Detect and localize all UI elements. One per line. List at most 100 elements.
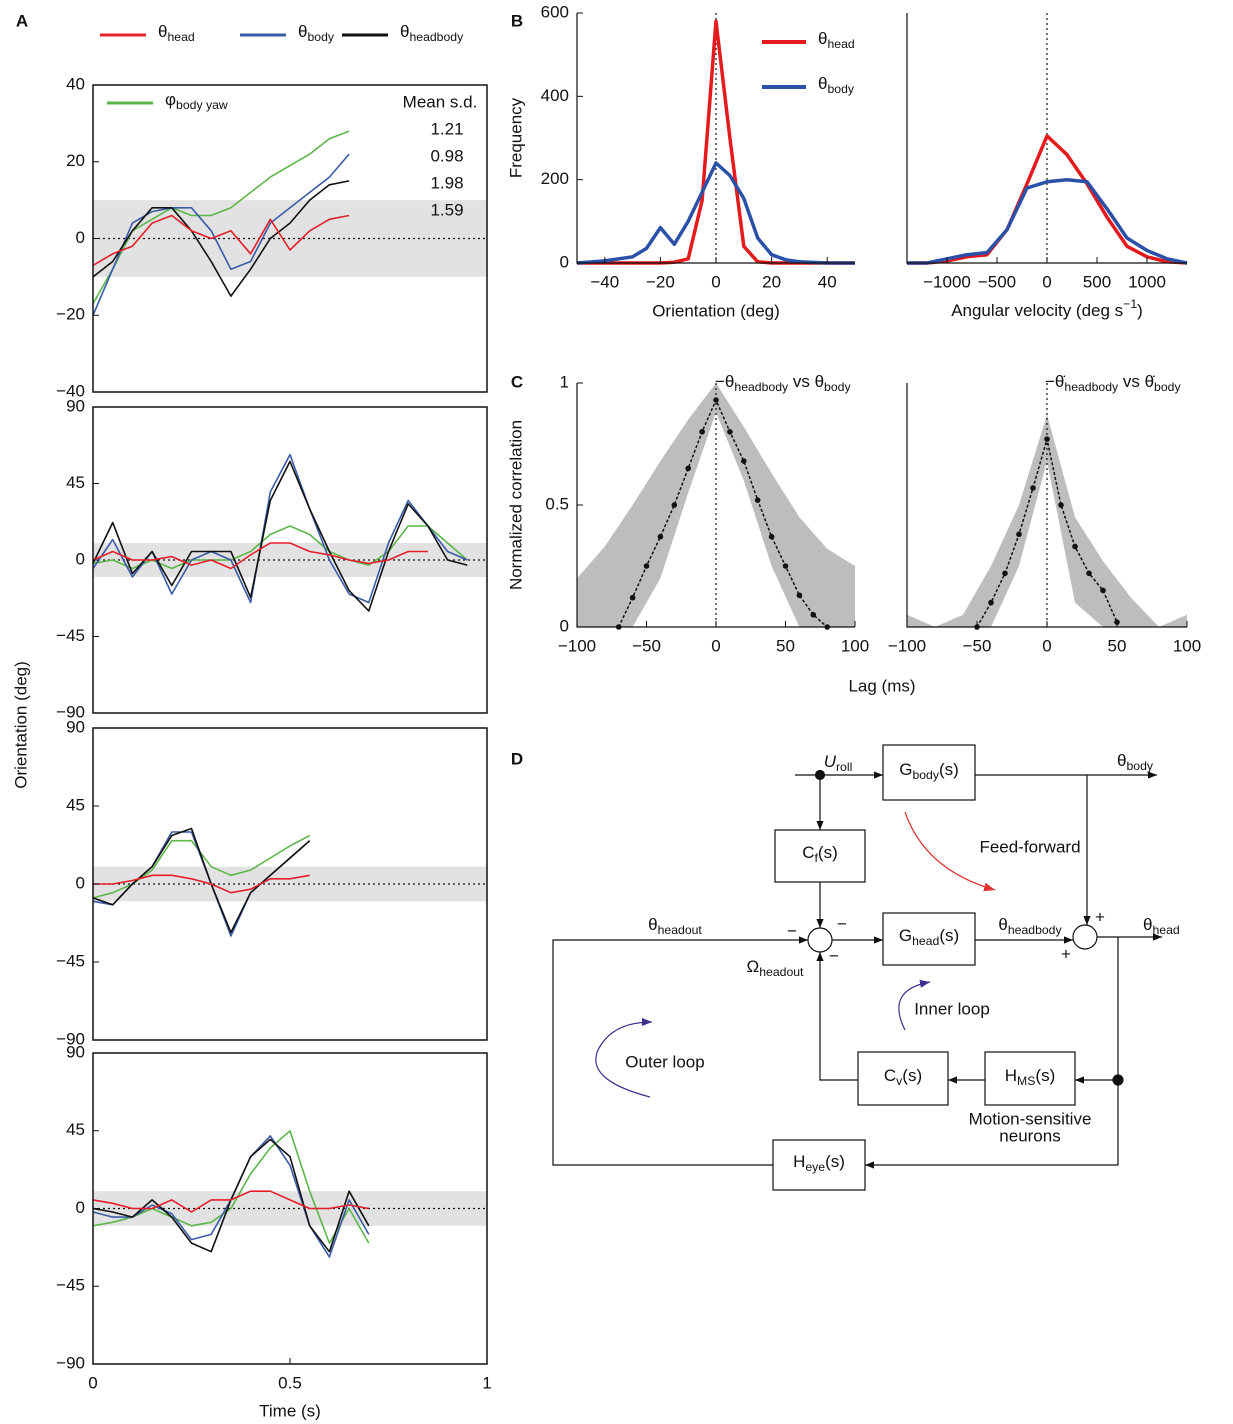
x-tick-label: 1 bbox=[482, 1373, 491, 1392]
chart-panel: −90 −45 0 45 90 0 0.5 1 Time (s) bbox=[56, 1042, 492, 1420]
y-tick-label: 0 bbox=[76, 228, 85, 247]
mean-point bbox=[643, 563, 650, 569]
chart-panel: −90 −45 0 45 90 bbox=[56, 396, 488, 721]
text-part: MS bbox=[1017, 1074, 1035, 1088]
x-axis-label: Angular velocity (deg s−1) bbox=[951, 297, 1143, 320]
mean-point bbox=[1086, 570, 1092, 577]
diagram-wiring bbox=[552, 744, 1162, 1191]
series-line bbox=[907, 177, 1188, 265]
outer-loop-label: Outer loop bbox=[625, 1052, 704, 1071]
text-part: θ bbox=[1117, 751, 1126, 770]
text-part: (s) bbox=[825, 1152, 845, 1171]
text-part: (s) bbox=[939, 760, 959, 779]
y-tick-label: 0 bbox=[76, 1198, 85, 1217]
text-part: H bbox=[793, 1152, 805, 1171]
y-tick-label: 40 bbox=[66, 74, 85, 93]
mean-point bbox=[741, 458, 747, 464]
series-line bbox=[576, 161, 855, 265]
legend-label-subscript: body yaw bbox=[176, 98, 228, 112]
mean-point bbox=[657, 533, 664, 540]
text-part: (s) bbox=[1035, 1066, 1055, 1085]
text-part: f bbox=[815, 851, 819, 865]
x-tick-label: −50 bbox=[632, 636, 661, 655]
x-tick-label: −20 bbox=[646, 272, 675, 291]
mean-point bbox=[754, 497, 761, 503]
series-line bbox=[92, 453, 468, 604]
inner-loop-label: Inner loop bbox=[914, 999, 990, 1018]
x-tick-label: 0 bbox=[1042, 636, 1051, 655]
block-label: HMS(s) bbox=[1005, 1066, 1055, 1088]
series-line bbox=[92, 130, 350, 305]
series-line bbox=[92, 180, 350, 297]
x-tick-label: 0 bbox=[711, 272, 720, 291]
legend-label: θbody bbox=[298, 22, 335, 44]
x-tick-label: 1000 bbox=[1128, 272, 1166, 291]
chart-panel: 40 20 0 −20 −40 Orientation (deg) Mean s.d. 1.2… bbox=[11, 74, 488, 789]
text-part: body bbox=[824, 380, 851, 394]
signal-label: Uroll bbox=[824, 752, 853, 774]
y-tick-label: 45 bbox=[66, 473, 85, 492]
text-part: body bbox=[1126, 759, 1153, 773]
x-tick-label: −100 bbox=[888, 636, 926, 655]
mean-point bbox=[768, 533, 775, 540]
series-line bbox=[907, 134, 1188, 265]
mean-point bbox=[988, 599, 994, 606]
y-axis-label: Orientation (deg) bbox=[11, 661, 30, 789]
text-part: (s) bbox=[902, 1066, 922, 1085]
block-label: Cv(s) bbox=[884, 1066, 922, 1088]
chart-panel: −1000 −500 0 500 1000 bbox=[906, 13, 1188, 291]
x-tick-label: 40 bbox=[818, 272, 837, 291]
annotation: −θheadbody vs θbody bbox=[715, 372, 851, 394]
x-tick-label: 0 bbox=[1042, 272, 1051, 291]
y-tick-label: 0 bbox=[560, 616, 569, 635]
chart-panel: −90 −45 0 45 90 bbox=[56, 717, 488, 1048]
y-axis-label: Frequency bbox=[506, 97, 525, 178]
legend-label-symbol: θ bbox=[818, 29, 827, 48]
text-part: eye bbox=[805, 1160, 825, 1174]
stat-value: 1.59 bbox=[430, 200, 463, 219]
block-label: Gbody(s) bbox=[899, 760, 959, 782]
panel-label: D bbox=[511, 749, 523, 768]
text-part: body bbox=[1154, 380, 1181, 394]
axes-lines bbox=[906, 13, 1187, 264]
text-part: ) bbox=[1137, 301, 1143, 320]
y-tick-label: 20 bbox=[66, 151, 85, 170]
stat-value: 1.21 bbox=[430, 119, 463, 138]
sum-sign: + bbox=[1095, 907, 1105, 926]
x-axis-label: Orientation (deg) bbox=[652, 301, 780, 320]
text-part: θ bbox=[1143, 915, 1152, 934]
series-line bbox=[92, 214, 350, 267]
y-tick-label: 600 bbox=[541, 2, 569, 21]
series-line bbox=[92, 827, 311, 934]
panel-label: C bbox=[511, 372, 523, 391]
y-tick-label: 0 bbox=[76, 873, 85, 892]
legend-label-symbol: θ bbox=[818, 74, 827, 93]
series-line bbox=[92, 1130, 370, 1244]
y-tick-label: −20 bbox=[56, 305, 85, 324]
x-tick-label: 0.5 bbox=[278, 1373, 302, 1392]
mean-point bbox=[1044, 436, 1050, 442]
panel-label: A bbox=[16, 11, 28, 30]
text-part: body bbox=[912, 768, 939, 782]
y-tick-label: 90 bbox=[66, 717, 85, 736]
text-part: −1 bbox=[1123, 297, 1137, 311]
y-tick-label: 90 bbox=[66, 396, 85, 415]
legend-label: φbody yaw bbox=[165, 90, 228, 112]
mean-point bbox=[796, 592, 803, 599]
y-tick-label: −90 bbox=[56, 702, 85, 721]
text-part: head bbox=[1152, 923, 1179, 937]
text-part: headout bbox=[658, 923, 703, 937]
mean-point bbox=[1100, 587, 1106, 594]
text-part: H bbox=[1005, 1066, 1017, 1085]
block-label: Cf(s) bbox=[802, 843, 838, 865]
x-tick-label: −500 bbox=[978, 272, 1016, 291]
text-part: G bbox=[899, 760, 912, 779]
legend-label-subscript: body bbox=[827, 82, 854, 96]
stats-title: Mean s.d. bbox=[403, 92, 478, 111]
mean-point bbox=[1002, 570, 1008, 577]
legend-label: θbody bbox=[818, 74, 855, 96]
y-tick-label: 200 bbox=[541, 169, 569, 188]
x-tick-label: 100 bbox=[1173, 636, 1201, 655]
legend-label-symbol: θ bbox=[400, 22, 409, 41]
